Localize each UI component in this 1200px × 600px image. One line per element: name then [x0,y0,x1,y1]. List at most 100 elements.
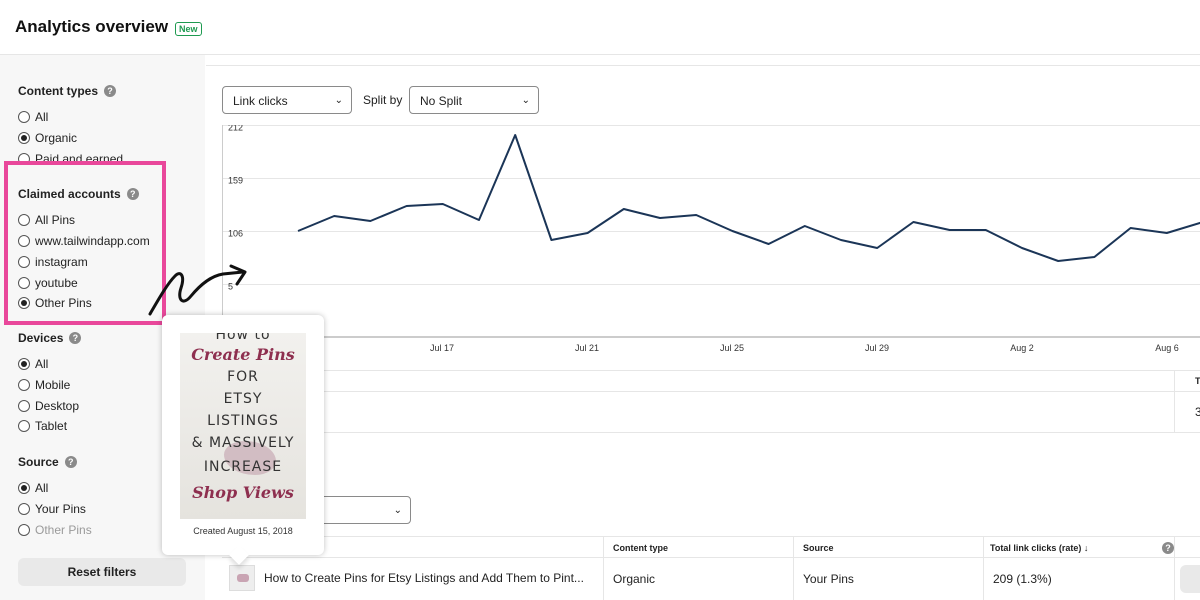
radio-label: Other Pins [35,523,92,537]
link-clicks-chart: 212 159 106 5 Jul 17 Jul 21 Jul 25 Jul 29 Aug 2… [222,125,1200,353]
metric-select[interactable]: Link clicks ⌄ [222,86,352,114]
radio-label: All Pins [35,213,76,227]
y-tick-label: 106 [228,229,243,239]
divider [222,536,1200,537]
divider [222,557,1200,558]
radio-icon[interactable] [18,503,30,515]
radio-icon[interactable] [18,214,30,226]
radio-label: youtube [35,276,78,290]
radio-icon[interactable] [18,400,30,412]
metric-select-value: Link clicks [233,94,288,108]
column-header-total-link-clicks[interactable]: Total link clicks (rate) ↓ [990,543,1089,553]
pin-link-clicks: 209 (1.3%) [993,572,1052,586]
radio-label: All [35,481,49,495]
help-icon[interactable]: ? [104,85,117,97]
radio-icon[interactable] [18,379,30,391]
divider [222,432,1200,433]
pin-preview-image: How to Create Pins FOR ETSY LISTINGS & M… [180,333,306,519]
row-action-button[interactable] [1180,565,1200,593]
split-select-value: No Split [420,94,463,108]
x-tick-label: Jul 21 [575,343,599,353]
sort-down-icon: ↓ [1083,543,1089,553]
pin-text-line: How to [215,333,271,343]
help-icon[interactable]: ? [64,456,77,468]
annotation-highlight-box [4,161,166,325]
radio-icon [18,524,30,536]
reset-filters-button[interactable]: Reset filters [18,558,186,586]
summary-value-edge: 3 [1195,405,1200,419]
page-header: Analytics overview New [0,0,1200,55]
x-tick-label: Jul 17 [430,343,454,353]
pin-preview-tooltip: How to Create Pins FOR ETSY LISTINGS & M… [162,315,324,555]
group-title-content-types: Content types? [18,84,117,98]
divider [1174,536,1175,600]
pin-text-line: ETSY [223,391,263,407]
radio-icon[interactable] [18,111,30,123]
radio-icon[interactable] [18,482,30,494]
chevron-down-icon: ⌄ [334,95,343,106]
help-icon[interactable]: ? [69,332,82,344]
y-tick-label: 159 [228,176,243,186]
chevron-down-icon: ⌄ [393,505,402,516]
radio-icon[interactable] [18,132,30,144]
group-title-devices: Devices? [18,331,82,345]
divider [206,65,1200,66]
ribbon-decoration [224,441,276,475]
divider [222,391,1200,392]
help-icon[interactable]: ? [1162,542,1174,554]
main-content: Link clicks ⌄ Split by No Split ⌄ 212 159… [206,55,1200,600]
chevron-down-icon: ⌄ [521,95,530,106]
radio-label: All [35,110,49,124]
radio-label: Desktop [35,399,80,413]
group-title-source: Source? [18,455,77,469]
group-title-claimed-accounts: Claimed accounts? [18,187,139,201]
column-header-content-type[interactable]: Content type [613,543,668,553]
radio-icon[interactable] [18,420,30,432]
radio-icon[interactable] [18,277,30,289]
x-tick-label: Jul 25 [720,343,744,353]
radio-label: All [35,357,49,371]
radio-label: Tablet [35,419,68,433]
pin-thumbnail[interactable] [229,565,255,591]
column-header-source[interactable]: Source [803,543,834,553]
y-tick-label: 212 [228,125,243,133]
page-title: Analytics overview [15,17,169,36]
divider [222,370,1200,371]
radio-label: Mobile [35,378,71,392]
pin-text-line: & MASSIVELY [191,435,295,451]
split-by-label: Split by [363,93,403,107]
pin-text-line: FOR [227,369,259,385]
radio-label: instagram [35,255,88,269]
pin-text-line: LISTINGS [207,413,279,429]
radio-label: Other Pins [35,296,92,310]
radio-icon[interactable] [18,358,30,370]
radio-label: www.tailwindapp.com [35,234,150,248]
x-tick-label: Aug 6 [1155,343,1179,353]
divider [983,536,984,600]
summary-header-edge: T [1195,376,1200,386]
radio-label: Your Pins [35,502,86,516]
pin-content-type: Organic [613,572,656,586]
pin-text-line: INCREASE [203,459,283,475]
divider [603,536,604,600]
new-badge: New [175,22,202,36]
divider [793,536,794,600]
help-icon[interactable]: ? [126,188,139,200]
pin-created-date: Created August 15, 2018 [193,526,293,536]
radio-label: Organic [35,131,78,145]
top-pins-filter-select[interactable]: ⌄ [316,496,411,524]
x-tick-label: Jul 29 [865,343,889,353]
series-line-link-clicks [297,134,1200,262]
radio-icon[interactable] [18,256,30,268]
x-tick-label: Aug 2 [1010,343,1034,353]
pin-text-line: Create Pins [191,345,295,364]
y-tick-label: 5 [228,282,233,292]
radio-icon[interactable] [18,235,30,247]
radio-icon[interactable] [18,297,30,309]
pin-source: Your Pins [803,572,854,586]
split-select[interactable]: No Split ⌄ [409,86,539,114]
annotation-arrow [148,264,247,316]
divider [1174,370,1175,432]
pin-text-line: Shop Views [192,483,294,502]
pin-title[interactable]: How to Create Pins for Etsy Listings and… [264,571,584,585]
